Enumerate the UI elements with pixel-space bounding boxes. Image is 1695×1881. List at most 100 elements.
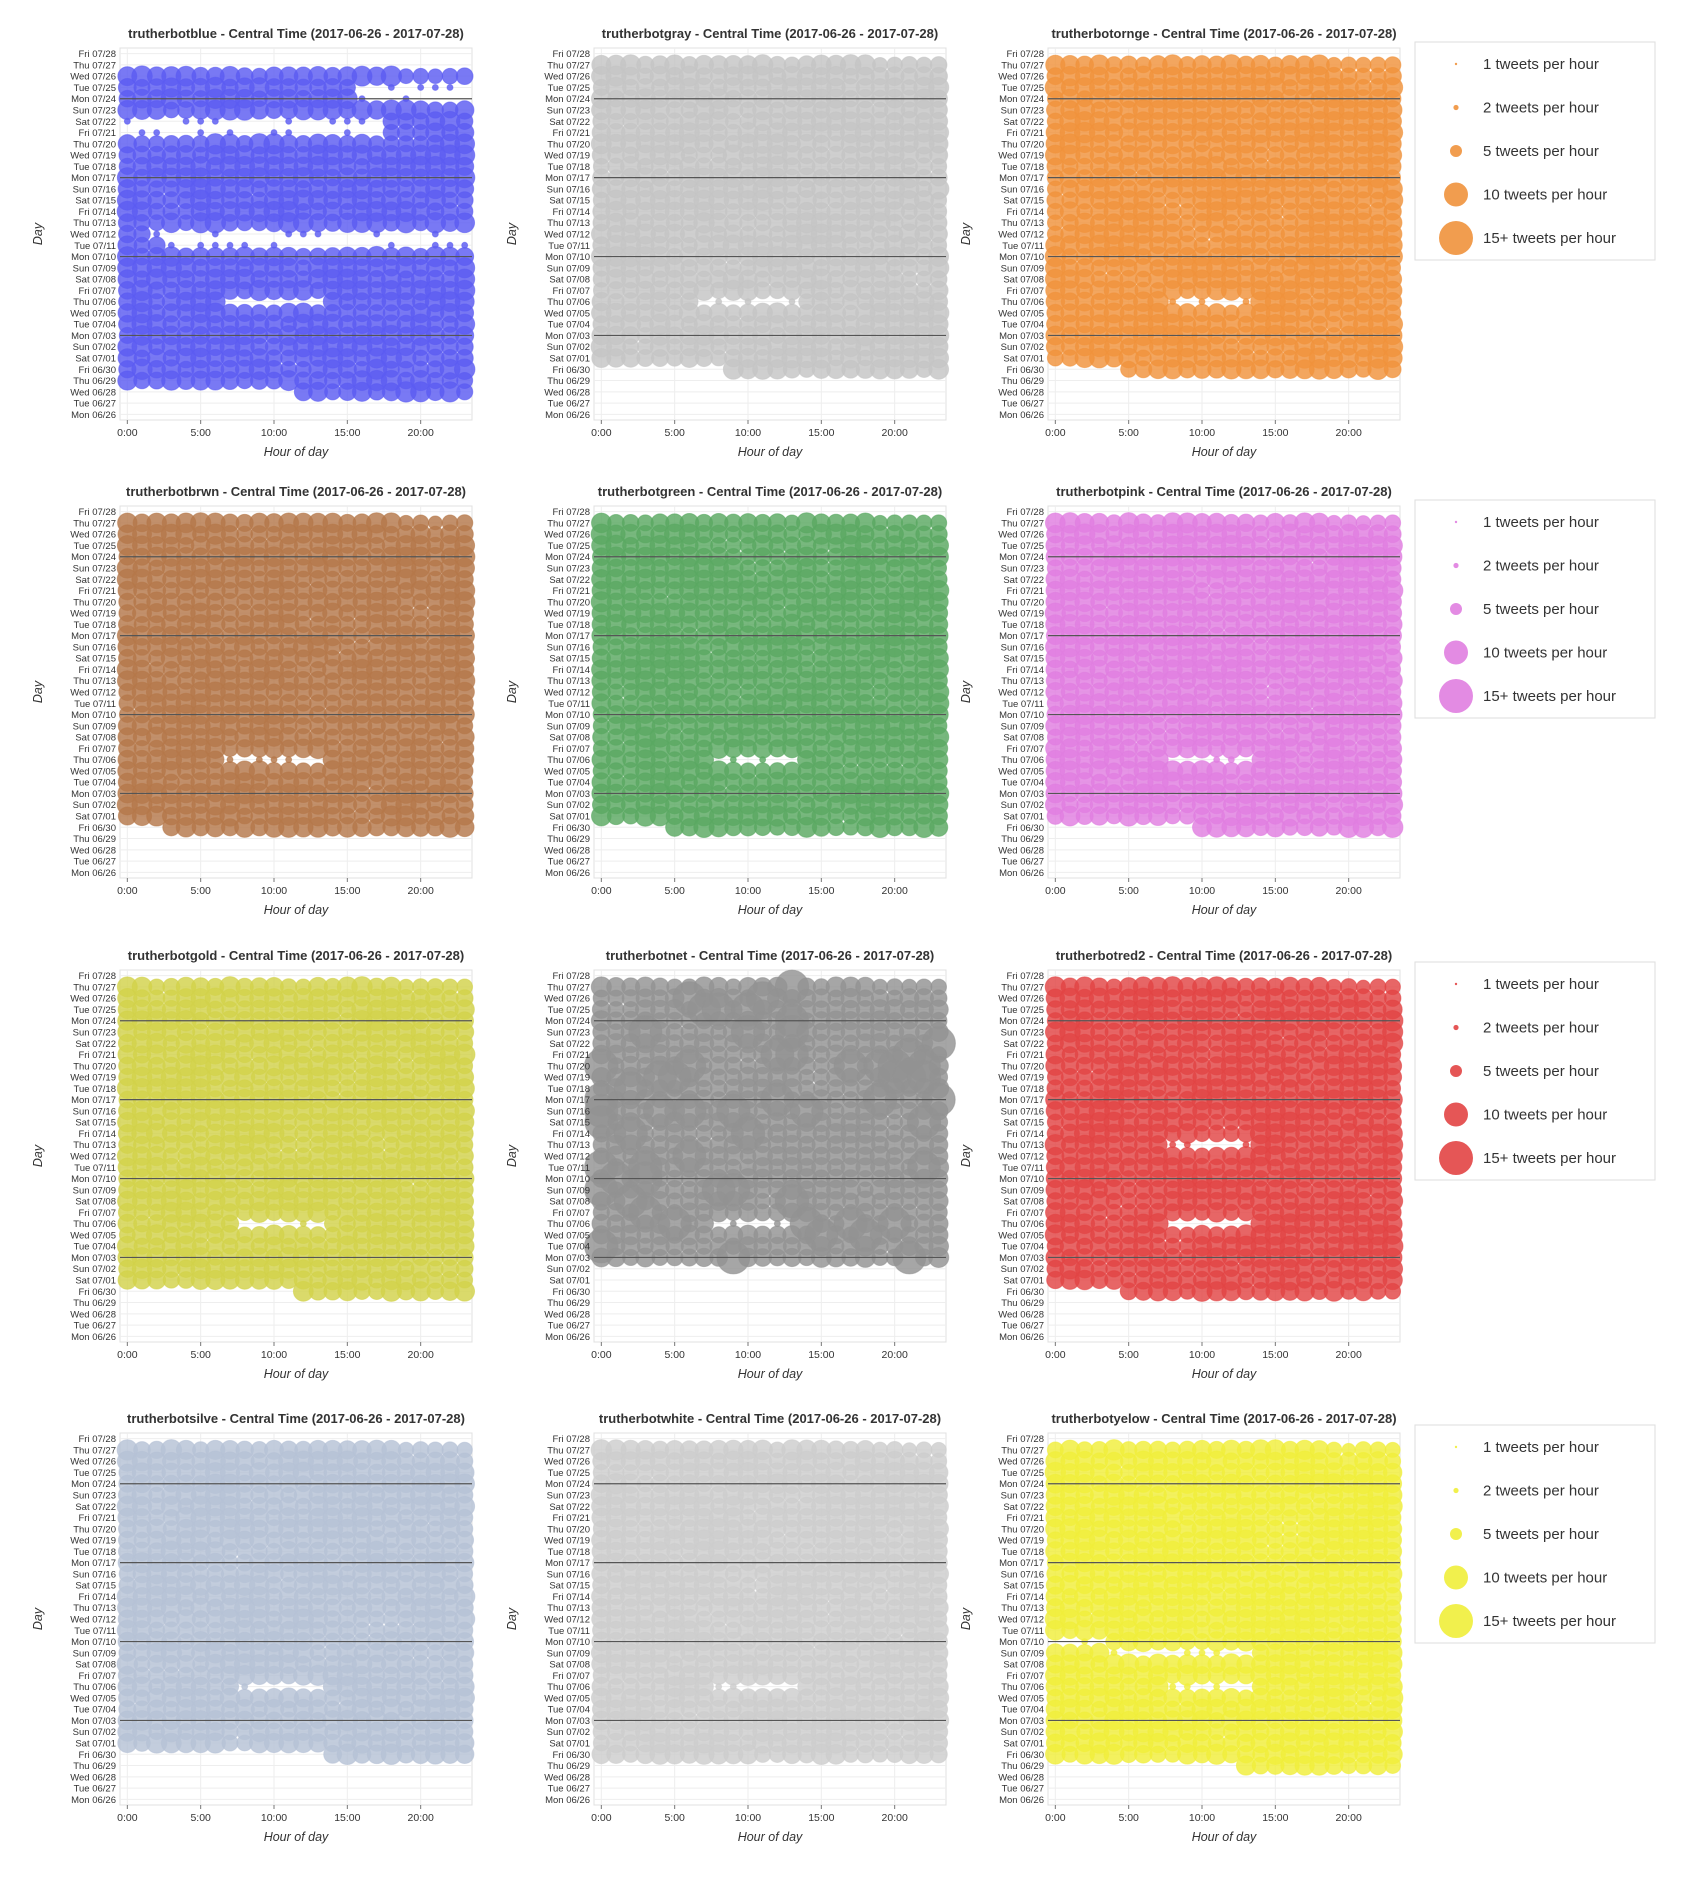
panel-orange: trutherbotornge - Central Time (2017-06-… — [959, 26, 1404, 459]
y-tick-label: Thu 06/29 — [1001, 376, 1044, 387]
x-tick-label: 5:00 — [190, 885, 211, 897]
y-tick-label: Wed 07/05 — [544, 766, 590, 777]
y-tick-label: Tue 07/18 — [548, 620, 590, 631]
y-tick-label: Fri 06/30 — [1007, 823, 1045, 834]
x-axis-label: Hour of day — [738, 445, 803, 459]
y-tick-label: Tue 06/27 — [548, 399, 590, 410]
bubble — [446, 83, 454, 91]
y-tick-label: Mon 07/24 — [545, 552, 590, 563]
bubble — [211, 117, 219, 125]
bubble-series — [590, 54, 950, 380]
x-tick-label: 15:00 — [334, 427, 360, 439]
y-tick-label: Sat 07/08 — [75, 275, 116, 286]
bubble — [454, 212, 476, 234]
y-tick-label: Mon 07/24 — [999, 94, 1044, 105]
y-tick-label: Sun 07/23 — [1001, 106, 1044, 117]
y-tick-label: Thu 07/20 — [1001, 139, 1044, 150]
bubble — [1227, 756, 1235, 764]
bubble — [788, 298, 796, 306]
bubble — [197, 129, 205, 137]
y-tick-label: Wed 07/12 — [998, 688, 1044, 699]
y-tick-label: Wed 07/05 — [998, 308, 1044, 319]
bubble-series — [116, 65, 476, 403]
y-tick-label: Mon 06/26 — [999, 410, 1044, 421]
y-tick-label: Wed 07/12 — [544, 230, 590, 241]
x-tick-label: 20:00 — [1336, 885, 1362, 897]
y-axis-label: Day — [505, 222, 519, 245]
y-tick-label: Wed 06/28 — [998, 845, 1044, 856]
y-tick-label: Thu 07/27 — [547, 518, 590, 529]
y-tick-label: Tue 07/04 — [548, 320, 590, 331]
x-tick-label: 20:00 — [882, 885, 908, 897]
y-tick-label: Thu 06/29 — [1001, 834, 1044, 845]
bubble — [343, 117, 351, 125]
y-tick-label: Mon 07/17 — [71, 631, 116, 642]
y-tick-label: Sun 07/09 — [547, 721, 590, 732]
y-tick-label: Fri 07/14 — [553, 665, 591, 676]
y-tick-label: Mon 07/24 — [545, 94, 590, 105]
y-tick-label: Fri 07/21 — [553, 128, 591, 139]
y-tick-label: Sat 07/01 — [75, 812, 116, 823]
y-tick-label: Fri 07/28 — [79, 49, 117, 60]
y-tick-label: Fri 07/07 — [553, 286, 591, 297]
y-tick-label: Mon 07/10 — [999, 710, 1044, 721]
panel-gray: trutherbotgray - Central Time (2017-06-2… — [505, 26, 950, 459]
y-tick-label: Mon 07/03 — [999, 331, 1044, 342]
y-tick-label: Tue 07/11 — [548, 241, 590, 252]
panel-brown: trutherbotbrwn - Central Time (2017-06-2… — [31, 484, 476, 917]
y-tick-label: Thu 07/13 — [1001, 218, 1044, 229]
y-tick-label: Sat 07/08 — [549, 733, 590, 744]
y-tick-label: Thu 07/13 — [547, 218, 590, 229]
y-tick-label: Mon 07/24 — [71, 94, 116, 105]
y-tick-label: Mon 07/17 — [545, 631, 590, 642]
y-tick-label: Fri 07/07 — [1007, 744, 1045, 755]
y-tick-label: Wed 06/28 — [70, 387, 116, 398]
y-tick-label: Mon 07/03 — [71, 331, 116, 342]
panel-pink: trutherbotpink - Central Time (2017-06-2… — [959, 484, 1404, 917]
x-tick-label: 20:00 — [408, 427, 434, 439]
bubble — [1120, 360, 1138, 378]
y-tick-label: Tue 07/25 — [1002, 83, 1044, 94]
bubble — [759, 756, 767, 764]
y-tick-label: Fri 07/07 — [553, 744, 591, 755]
bubble — [343, 129, 351, 137]
x-tick-label: 15:00 — [808, 427, 834, 439]
y-tick-label: Mon 06/26 — [71, 410, 116, 421]
y-tick-label: Tue 07/11 — [74, 699, 116, 710]
y-tick-label: Tue 07/04 — [548, 778, 590, 789]
x-tick-label: 10:00 — [1189, 427, 1215, 439]
x-axis-label: Hour of day — [738, 903, 803, 917]
y-tick-label: Sun 07/16 — [547, 184, 590, 195]
y-tick-label: Thu 07/20 — [547, 597, 590, 608]
bubble — [285, 756, 293, 764]
y-tick-label: Sun 07/09 — [1001, 721, 1044, 732]
bubble-series — [1044, 54, 1404, 380]
y-tick-label: Sat 07/01 — [549, 354, 590, 365]
x-tick-label: 15:00 — [1262, 427, 1288, 439]
y-tick-label: Fri 07/07 — [1007, 286, 1045, 297]
bubble — [1281, 818, 1299, 836]
y-tick-label: Thu 07/20 — [73, 597, 116, 608]
y-tick-label: Fri 06/30 — [553, 823, 591, 834]
bubble — [211, 230, 219, 238]
y-tick-label: Mon 07/03 — [999, 789, 1044, 800]
y-tick-label: Sun 07/09 — [73, 721, 116, 732]
y-tick-label: Tue 07/25 — [74, 541, 116, 552]
y-tick-label: Wed 07/19 — [70, 151, 116, 162]
y-tick-label: Sat 07/01 — [75, 354, 116, 365]
y-tick-label: Tue 06/27 — [74, 399, 116, 410]
chart-title: trutherbotornge - Central Time (2017-06-… — [1051, 26, 1396, 41]
y-axis-label: Day — [959, 222, 973, 245]
y-tick-label: Sun 07/23 — [547, 106, 590, 117]
y-tick-label: Fri 07/14 — [79, 207, 117, 218]
y-tick-label: Mon 06/26 — [545, 410, 590, 421]
y-tick-label: Wed 07/05 — [70, 308, 116, 319]
bubble — [153, 129, 161, 137]
x-tick-label: 20:00 — [882, 427, 908, 439]
y-tick-label: Fri 07/07 — [79, 744, 117, 755]
y-tick-label: Sun 07/16 — [73, 184, 116, 195]
y-tick-label: Thu 07/20 — [73, 139, 116, 150]
y-tick-label: Thu 06/29 — [73, 834, 116, 845]
x-tick-label: 20:00 — [408, 885, 434, 897]
